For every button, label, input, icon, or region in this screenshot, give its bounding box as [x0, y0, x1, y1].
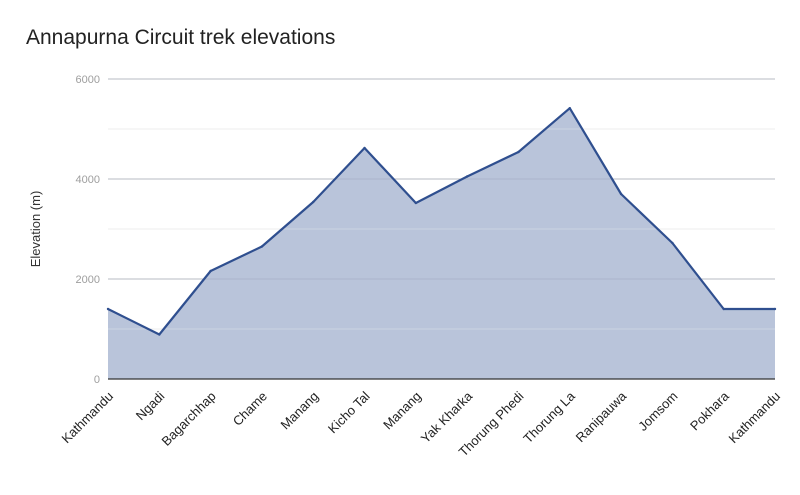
y-axis-title: Elevation (m) [28, 191, 43, 268]
x-tick-label: Bagarchhap [159, 389, 219, 449]
data-point [671, 241, 674, 245]
data-point [414, 201, 418, 205]
data-point [209, 269, 212, 273]
y-tick-label: 2000 [76, 274, 100, 286]
data-point [312, 200, 315, 204]
area-fill [108, 108, 775, 379]
y-tick-label: 6000 [76, 74, 100, 86]
data-point [517, 150, 520, 154]
x-tick-label: Ngadi [133, 388, 168, 423]
x-tick-label: Manang [278, 389, 322, 433]
x-tick-label: Thorung La [520, 388, 578, 446]
x-tick-label: Kathmandu [725, 389, 783, 447]
data-point [106, 307, 110, 311]
data-point [465, 175, 469, 178]
data-point [722, 307, 725, 311]
chart-title: Annapurna Circuit trek elevations [26, 26, 336, 49]
y-tick-label: 4000 [76, 174, 100, 186]
data-point [260, 245, 264, 248]
data-point [363, 146, 366, 150]
x-tick-label: Chame [230, 389, 270, 429]
x-tick-label: Manang [380, 389, 424, 433]
data-point [568, 107, 571, 110]
x-tick-label: Ranipauwa [573, 388, 630, 445]
series-line [107, 107, 775, 336]
x-tick-label: Kicho Tal [325, 388, 373, 436]
y-tick-label: 0 [94, 374, 100, 386]
x-tick-label: Kathmandu [58, 389, 116, 447]
x-tick-label: Pokhara [687, 388, 732, 433]
data-point [773, 307, 777, 311]
data-point [158, 333, 161, 336]
data-point [619, 192, 623, 196]
x-tick-label: Jomsom [635, 389, 680, 434]
